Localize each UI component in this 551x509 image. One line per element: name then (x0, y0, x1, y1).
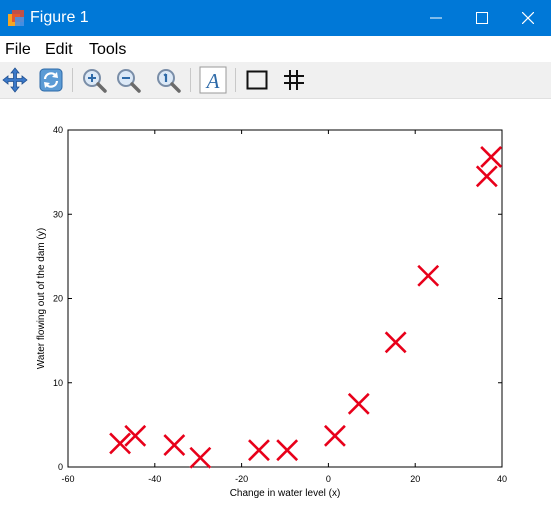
zoom-out-icon (117, 69, 141, 93)
rotate-icon (39, 68, 63, 92)
data-point (163, 434, 186, 457)
y-axis-label: Water flowing out of the dam (y) (36, 228, 47, 369)
x-tick-label: 20 (410, 474, 420, 484)
menu-file[interactable]: File (5, 41, 31, 58)
menu-bar: File Edit Tools (0, 36, 551, 62)
text-tool-label: A (205, 69, 220, 93)
data-points (109, 146, 503, 469)
data-point (384, 331, 407, 354)
grid-toggle-button[interactable] (279, 65, 309, 95)
pan-button[interactable] (0, 65, 30, 95)
text-tool-button[interactable]: A (198, 65, 228, 95)
x-tick-label: -20 (235, 474, 248, 484)
zoom-reset-button[interactable] (153, 65, 183, 95)
zoom-in-button[interactable] (79, 65, 109, 95)
data-point (189, 446, 212, 469)
grid-icon (284, 70, 304, 90)
axes-box (67, 129, 503, 468)
scatter-plot: -60 -40 -20 0 20 40 0 10 20 30 40 Change in water… (36, 125, 507, 499)
zoom-in-icon (83, 69, 107, 93)
data-point (276, 439, 299, 462)
x-axis-label: Change in water level (x) (230, 488, 341, 499)
toolbar-separator (190, 68, 191, 92)
menu-tools[interactable]: Tools (89, 41, 127, 58)
y-tick-label: 0 (58, 462, 63, 472)
minimize-button[interactable] (413, 0, 459, 36)
zoom-reset-icon (157, 69, 181, 93)
app-icon (8, 10, 24, 26)
toolbar: A (0, 62, 551, 99)
y-tick-label: 10 (53, 378, 63, 388)
text-icon: A (199, 66, 227, 94)
data-point (124, 424, 147, 447)
window-title: Figure 1 (30, 9, 89, 26)
rotate-button[interactable] (36, 65, 66, 95)
data-point (109, 432, 131, 455)
x-tick-label: -60 (61, 474, 74, 484)
x-tick-label: 40 (497, 474, 507, 484)
data-point (475, 165, 498, 188)
y-tick-label: 20 (53, 294, 63, 304)
y-tick-label: 30 (53, 209, 63, 219)
data-point (480, 146, 503, 168)
y-tick-labels: 0 10 20 30 40 (53, 125, 63, 472)
data-point (248, 439, 270, 462)
maximize-icon (476, 12, 488, 24)
box-icon (246, 70, 268, 90)
x-tick-label: 0 (326, 474, 331, 484)
box-toggle-button[interactable] (242, 65, 272, 95)
toolbar-separator (72, 68, 73, 92)
data-point (417, 264, 440, 287)
data-point (347, 392, 370, 415)
zoom-out-button[interactable] (113, 65, 143, 95)
toolbar-separator (235, 68, 236, 92)
data-point (323, 424, 346, 447)
y-tick-label: 40 (53, 125, 63, 135)
close-icon (522, 12, 534, 24)
menu-edit[interactable]: Edit (45, 41, 73, 58)
title-bar: Figure 1 (0, 0, 551, 36)
minimize-icon (430, 17, 442, 19)
maximize-button[interactable] (459, 0, 505, 36)
x-tick-label: -40 (148, 474, 161, 484)
close-button[interactable] (505, 0, 551, 36)
x-tick-labels: -60 -40 -20 0 20 40 (61, 474, 507, 484)
pan-icon (2, 67, 28, 93)
tick-marks (67, 129, 503, 468)
